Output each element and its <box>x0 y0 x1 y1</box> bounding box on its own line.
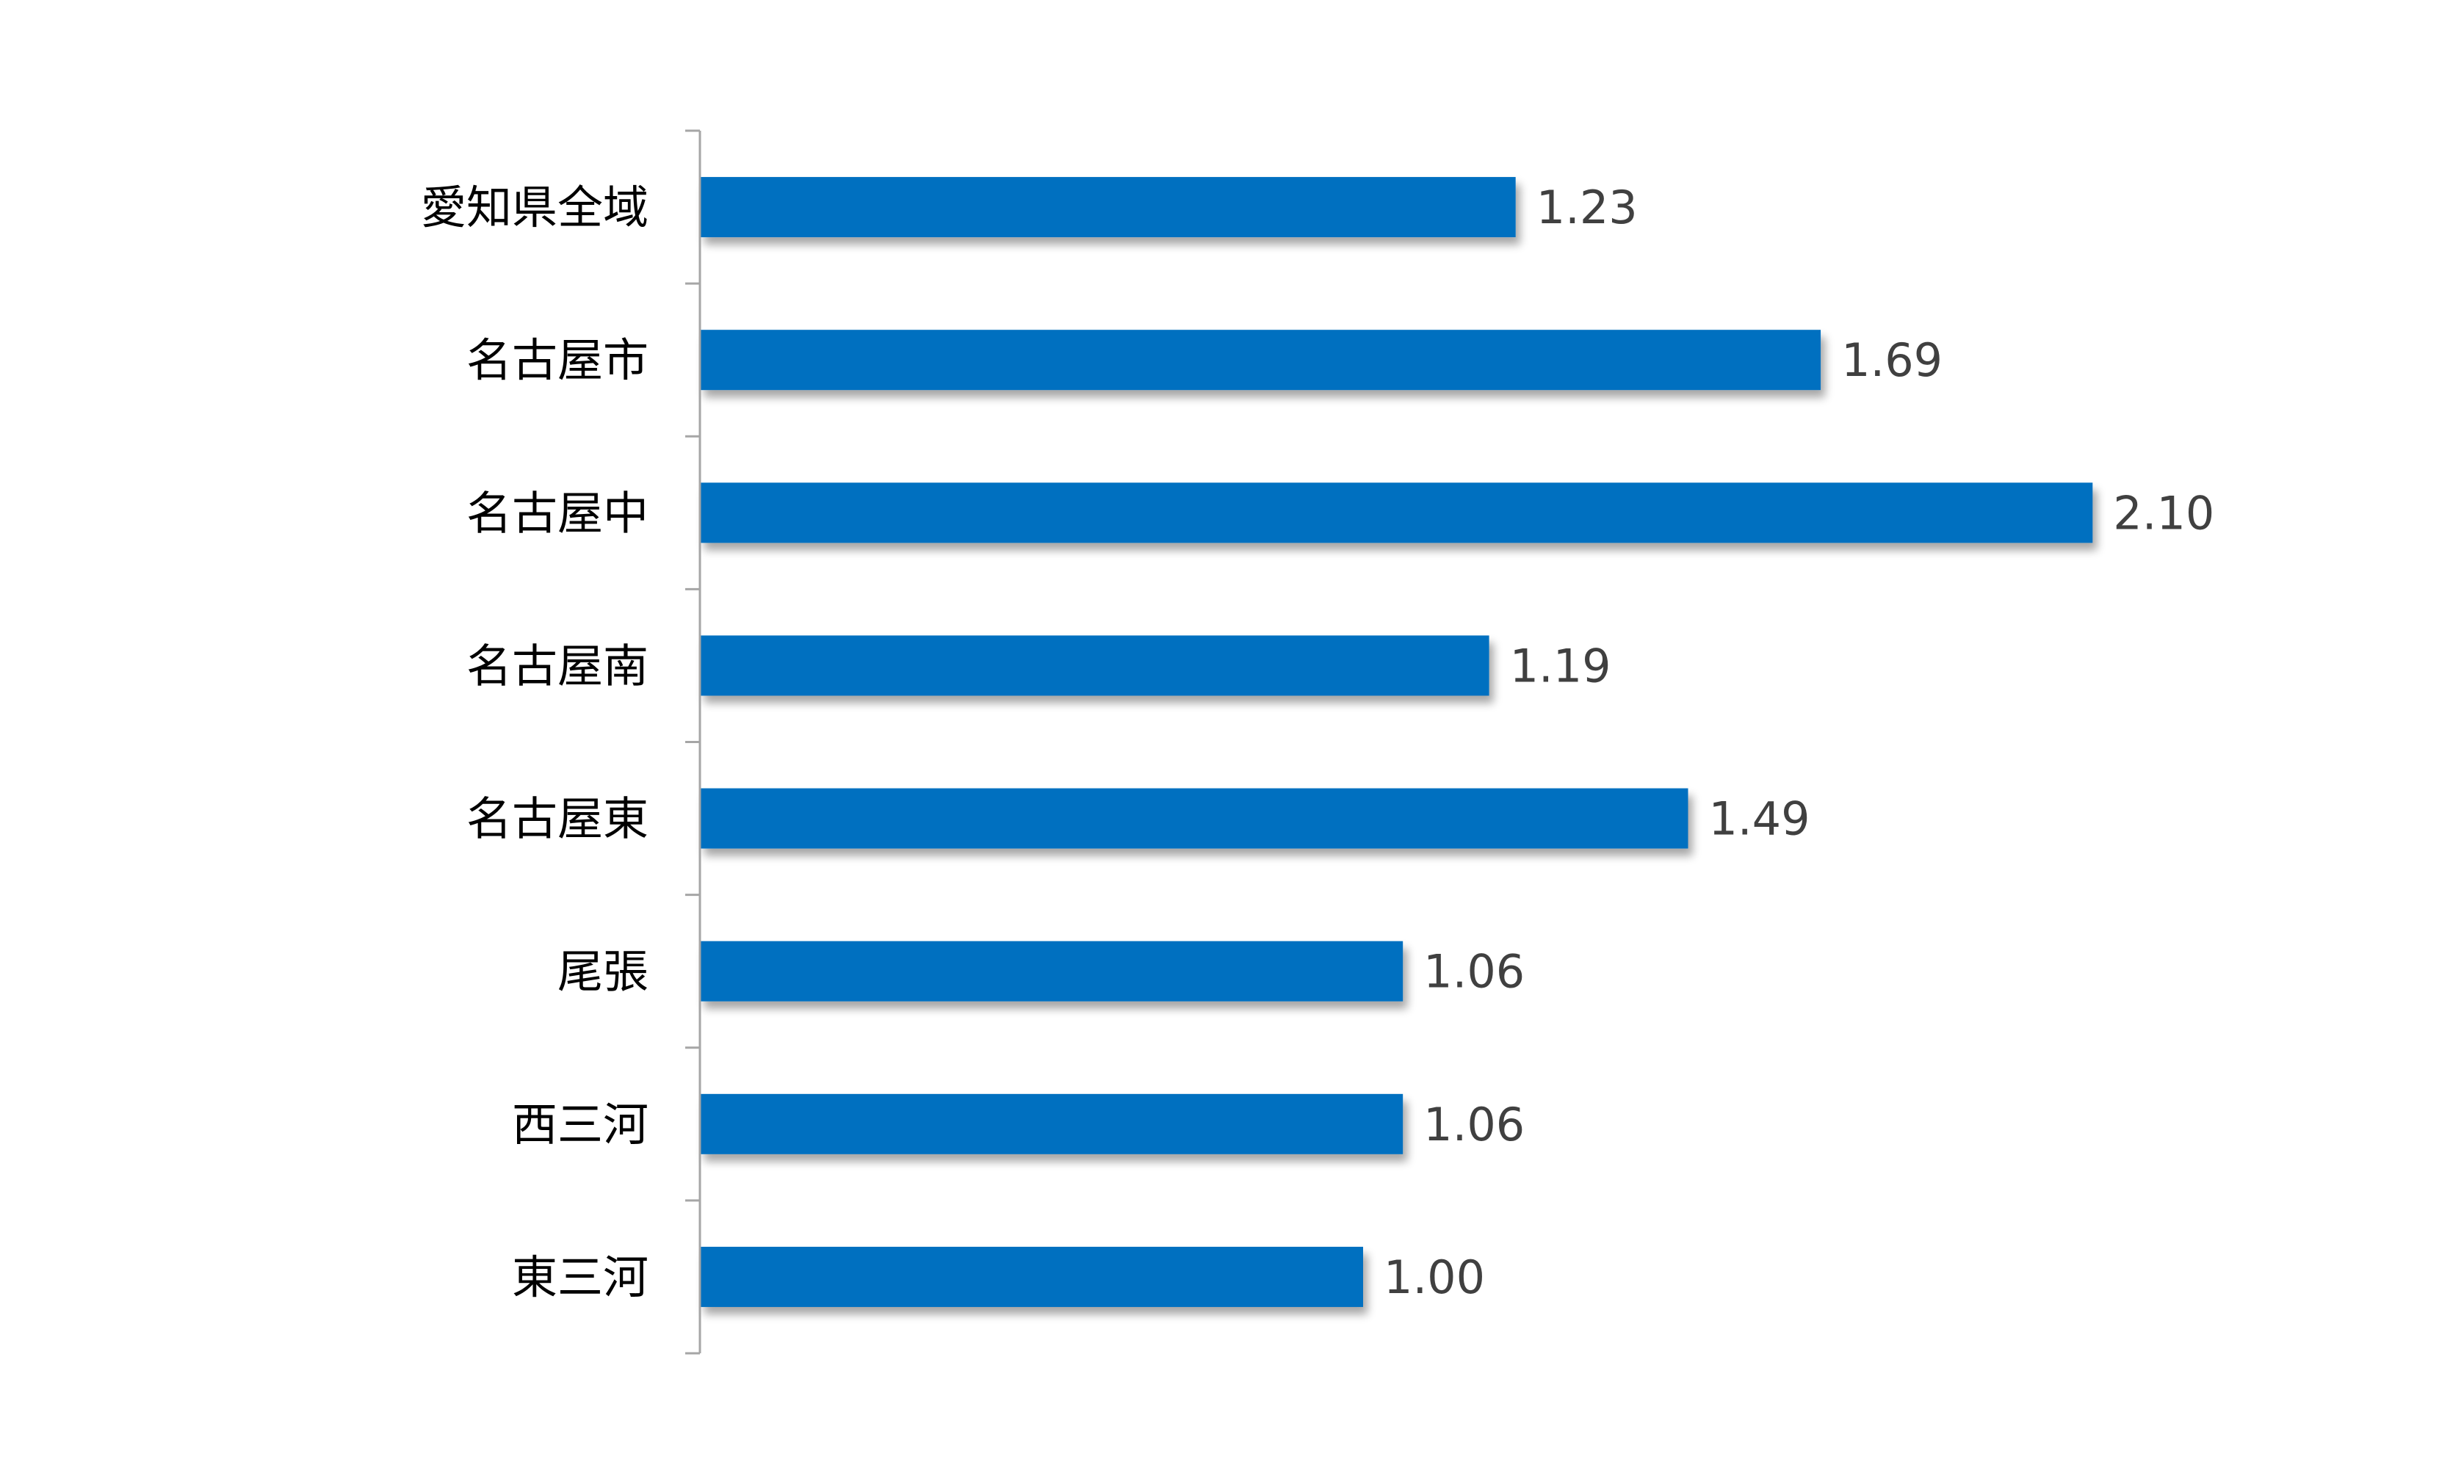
data-label: 2.10 <box>2113 486 2214 540</box>
bar <box>700 330 1821 391</box>
data-label: 1.00 <box>1384 1250 1485 1304</box>
data-label: 1.69 <box>1841 333 1943 387</box>
category-label: 愛知県全域 <box>421 181 648 234</box>
bar <box>700 1246 1363 1307</box>
category-label: 名古屋東 <box>466 792 648 846</box>
category-label: 名古屋南 <box>466 639 648 692</box>
category-label: 尾張 <box>557 945 648 999</box>
bar <box>700 482 2093 543</box>
data-label: 1.06 <box>1423 1098 1525 1151</box>
bar <box>700 1093 1403 1154</box>
category-label: 名古屋市 <box>466 333 648 387</box>
category-label: 名古屋中 <box>466 486 648 540</box>
bar <box>700 177 1516 238</box>
bar <box>700 788 1688 849</box>
data-label: 1.19 <box>1510 639 1611 692</box>
data-label: 1.23 <box>1536 181 1638 234</box>
bar <box>700 941 1403 1002</box>
data-label: 1.06 <box>1423 945 1525 999</box>
data-label: 1.49 <box>1708 792 1810 846</box>
bar <box>700 635 1489 696</box>
category-label: 西三河 <box>512 1098 648 1151</box>
category-label: 東三河 <box>512 1250 648 1304</box>
